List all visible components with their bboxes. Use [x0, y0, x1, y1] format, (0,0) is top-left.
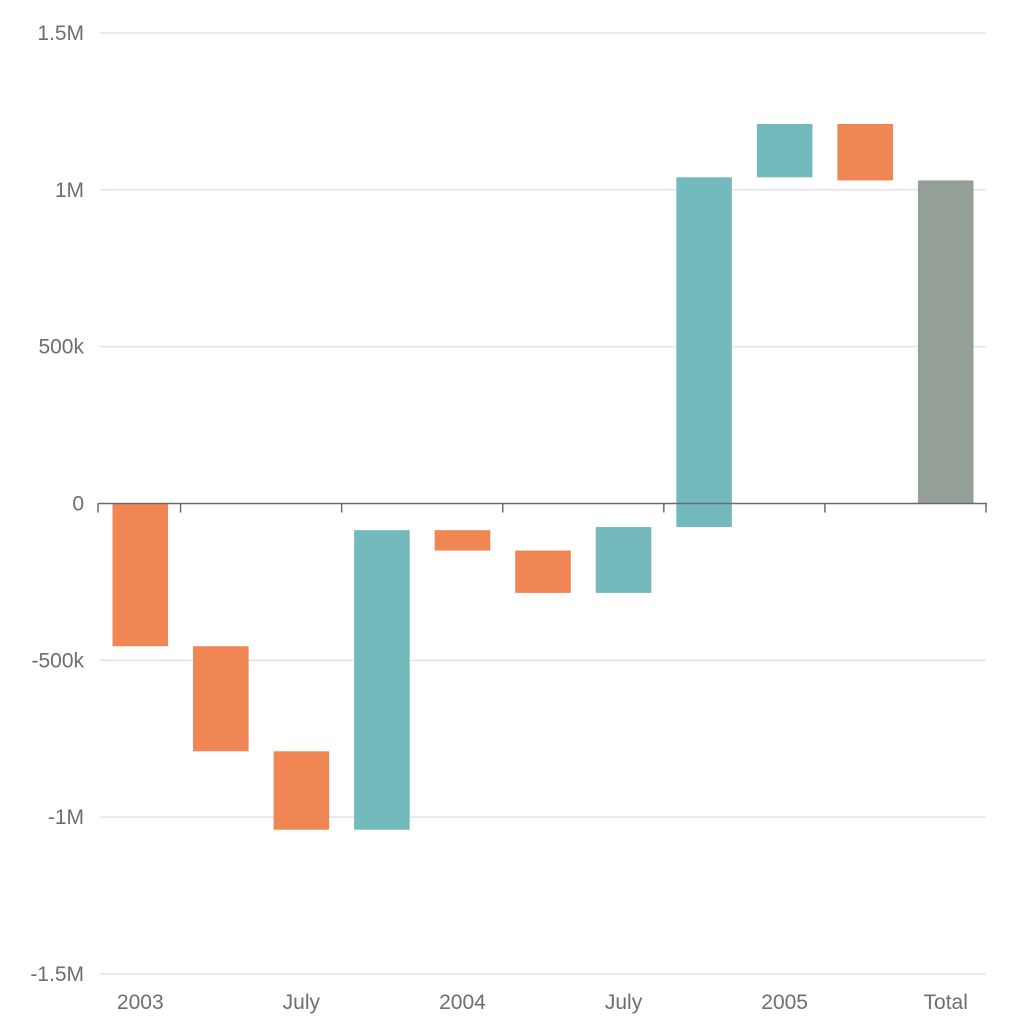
- tick-labels: 1.5M 1M 500k 0 -500k -1M -1.5M 2003 July 2004 July…: [30, 22, 968, 1014]
- x-tick-label: 2004: [439, 991, 486, 1014]
- waterfall-bar-increase: [756, 123, 813, 178]
- waterfall-bar-decrease: [515, 550, 571, 593]
- y-tick-label: 0: [72, 493, 84, 516]
- waterfall-bar-increase: [676, 177, 732, 528]
- x-tick-label: July: [605, 991, 643, 1014]
- x-tick-label: July: [283, 991, 321, 1014]
- y-tick-label: 1M: [55, 179, 84, 202]
- waterfall-bar-decrease: [837, 123, 893, 181]
- y-tick-label: 1.5M: [37, 22, 84, 45]
- x-tick-label: 2003: [117, 991, 164, 1014]
- x-tick-label: Total: [924, 991, 968, 1014]
- waterfall-bar-decrease: [193, 646, 249, 752]
- waterfall-bar-decrease: [112, 503, 169, 647]
- bars: [112, 123, 974, 830]
- x-tick-label: 2005: [761, 991, 808, 1014]
- waterfall-bar-increase: [354, 530, 410, 830]
- waterfall-bar-total: [917, 180, 974, 504]
- waterfall-bar-decrease: [273, 751, 330, 830]
- axes: [97, 502, 987, 513]
- y-tick-label: -1.5M: [30, 963, 84, 986]
- y-tick-label: -500k: [31, 649, 84, 672]
- waterfall-bar-increase: [595, 527, 652, 593]
- waterfall-bar-decrease: [434, 530, 491, 551]
- y-tick-label: 500k: [38, 336, 84, 359]
- y-tick-label: -1M: [48, 806, 84, 829]
